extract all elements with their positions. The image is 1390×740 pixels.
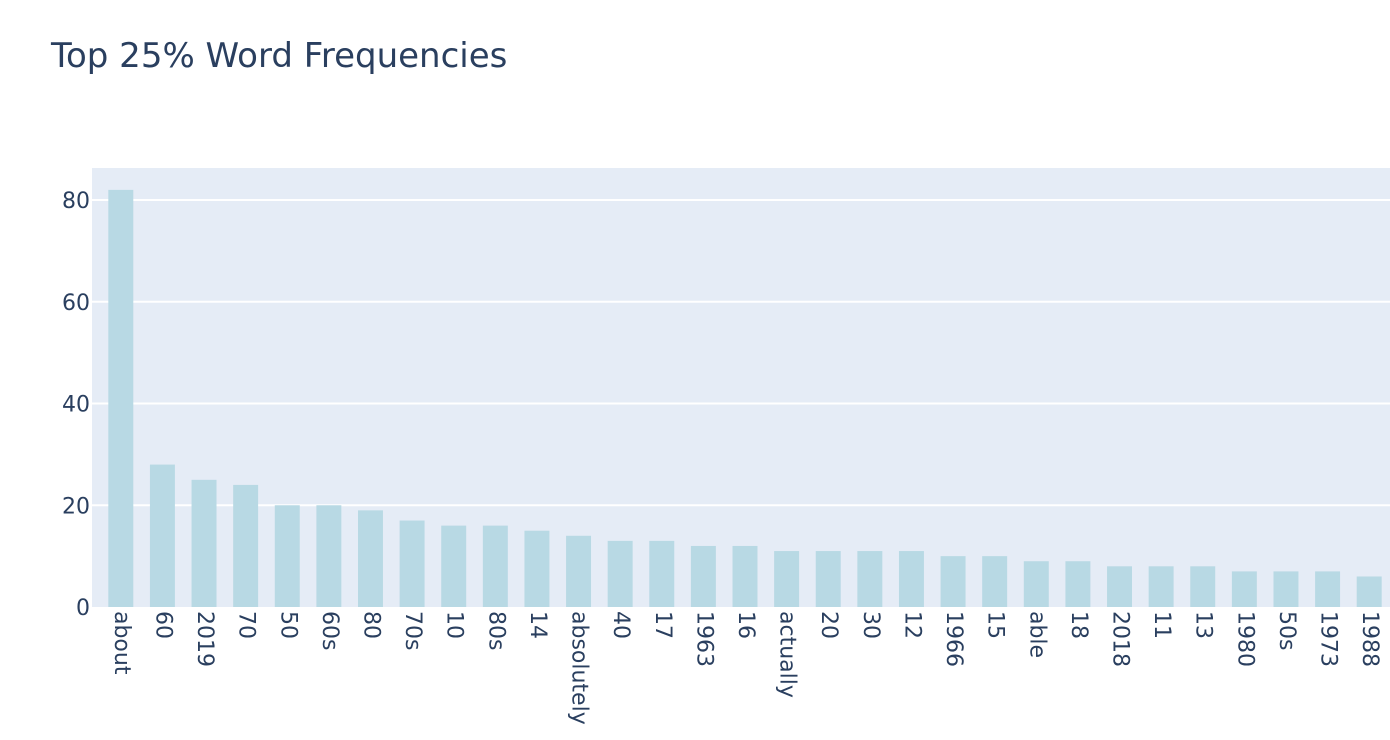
- x-axis-ticks: about 60 2019 70 50 60s 80 70s 10 80s 14 absolutely…: [109, 611, 1382, 725]
- x-tick-label: 14: [525, 611, 550, 639]
- bar-60s[interactable]: [316, 505, 342, 607]
- y-tick-label: 40: [62, 393, 90, 418]
- x-tick-label: 70: [234, 611, 259, 639]
- bar-able[interactable]: [1023, 561, 1049, 607]
- y-tick-label: 0: [76, 596, 90, 621]
- x-tick-label: 2019: [192, 611, 217, 667]
- x-tick-label: 1973: [1316, 611, 1341, 667]
- x-tick-label: 17: [650, 611, 675, 639]
- bar-14[interactable]: [524, 530, 550, 607]
- bar-60[interactable]: [149, 464, 175, 607]
- bar-70s[interactable]: [399, 520, 425, 607]
- x-tick-label: 18: [1066, 611, 1091, 639]
- y-tick-label: 20: [62, 494, 90, 519]
- x-tick-label: 1966: [941, 611, 966, 667]
- bar-12[interactable]: [898, 551, 924, 607]
- x-tick-label: 2018: [1108, 611, 1133, 667]
- x-tick-label: about: [109, 611, 134, 675]
- x-tick-label: 13: [1191, 611, 1216, 639]
- bar-17[interactable]: [649, 540, 675, 607]
- x-tick-label: 30: [858, 611, 883, 639]
- bar-11[interactable]: [1148, 566, 1174, 607]
- bar-20[interactable]: [815, 551, 841, 607]
- x-tick-label: 80: [358, 611, 383, 639]
- bar-16[interactable]: [732, 545, 758, 607]
- bar-80[interactable]: [358, 510, 383, 607]
- bar-2018[interactable]: [1107, 566, 1132, 607]
- x-tick-label: actually: [775, 611, 800, 698]
- bar-50s[interactable]: [1273, 571, 1299, 607]
- x-tick-label: 40: [608, 611, 633, 639]
- x-tick-label: 80s: [483, 611, 508, 650]
- x-tick-label: absolutely: [567, 611, 592, 725]
- x-tick-label: 70s: [400, 611, 425, 650]
- x-tick-label: 20: [816, 611, 841, 639]
- y-tick-label: 80: [62, 189, 90, 214]
- bar-80s[interactable]: [482, 525, 508, 607]
- x-tick-label: 50s: [1274, 611, 1299, 650]
- bar-50[interactable]: [274, 505, 300, 607]
- y-axis-ticks: 0 20 40 60 80: [62, 189, 90, 621]
- chart-title: Top 25% Word Frequencies: [51, 36, 508, 76]
- bars: [108, 189, 1382, 607]
- bar-10[interactable]: [441, 525, 467, 607]
- x-tick-label: 15: [983, 611, 1008, 639]
- x-tick-label: 12: [899, 611, 924, 639]
- bar-15[interactable]: [982, 556, 1008, 607]
- bar-actually[interactable]: [774, 551, 800, 607]
- bar-1980[interactable]: [1231, 571, 1257, 607]
- bar-1966[interactable]: [940, 556, 966, 607]
- x-tick-label: 11: [1149, 611, 1174, 639]
- bar-absolutely[interactable]: [566, 535, 592, 607]
- bar-1988[interactable]: [1356, 576, 1382, 607]
- gridlines: [92, 199, 1390, 507]
- bar-30[interactable]: [857, 551, 883, 607]
- x-tick-label: 60s: [317, 611, 342, 650]
- bar-2019[interactable]: [191, 479, 217, 607]
- x-tick-label: 1988: [1357, 611, 1382, 667]
- x-tick-label: 1963: [691, 611, 716, 667]
- x-tick-label: 1980: [1232, 611, 1257, 667]
- x-tick-label: 10: [442, 611, 467, 639]
- x-tick-label: 50: [275, 611, 300, 639]
- x-tick-label: 16: [733, 611, 758, 639]
- bar-1973[interactable]: [1315, 571, 1341, 607]
- y-tick-label: 60: [62, 291, 90, 316]
- bar-40[interactable]: [607, 540, 633, 607]
- x-tick-label: 60: [150, 611, 175, 639]
- bar-13[interactable]: [1190, 566, 1216, 607]
- bar-1963[interactable]: [690, 545, 716, 607]
- bar-70[interactable]: [233, 484, 259, 607]
- bar-about[interactable]: [108, 189, 134, 607]
- x-tick-label: able: [1024, 611, 1049, 658]
- plot-area: [92, 168, 1390, 607]
- bar-18[interactable]: [1065, 561, 1091, 607]
